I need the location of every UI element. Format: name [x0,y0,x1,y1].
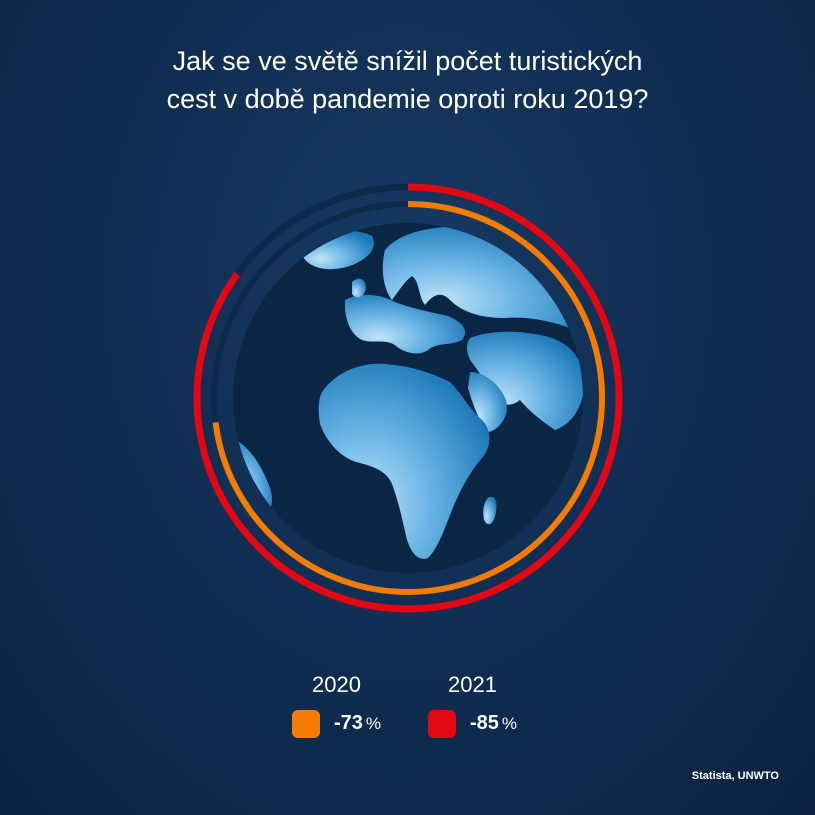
legend-value-2020: -73% [334,712,381,735]
legend-swatch-2021 [428,710,456,738]
ring-arc-2021 [193,183,623,613]
legend-year-2020: 2020 [312,672,361,697]
chart-title: Jak se ve světě snížil počet turistickýc… [0,42,815,118]
legend-value-2021: -85% [470,712,517,735]
legend-value-2021-number: -85 [470,712,499,734]
globe-illustration [233,223,583,573]
ring-arc-2020 [212,201,605,595]
ring-group [193,183,623,613]
legend-value-2020-number: -73 [334,712,363,734]
chart-title-line-2: cest v době pandemie oproti roku 2019? [166,84,649,114]
legend-year-2021: 2021 [448,672,497,697]
legend-value-2021-unit: % [501,714,518,733]
source-note: Statista, UNWTO [691,770,779,782]
legend-swatch-2020 [292,710,320,738]
chart-title-line-1: Jak se ve světě snížil počet turistickýc… [172,46,643,76]
legend-value-2020-unit: % [365,714,382,733]
